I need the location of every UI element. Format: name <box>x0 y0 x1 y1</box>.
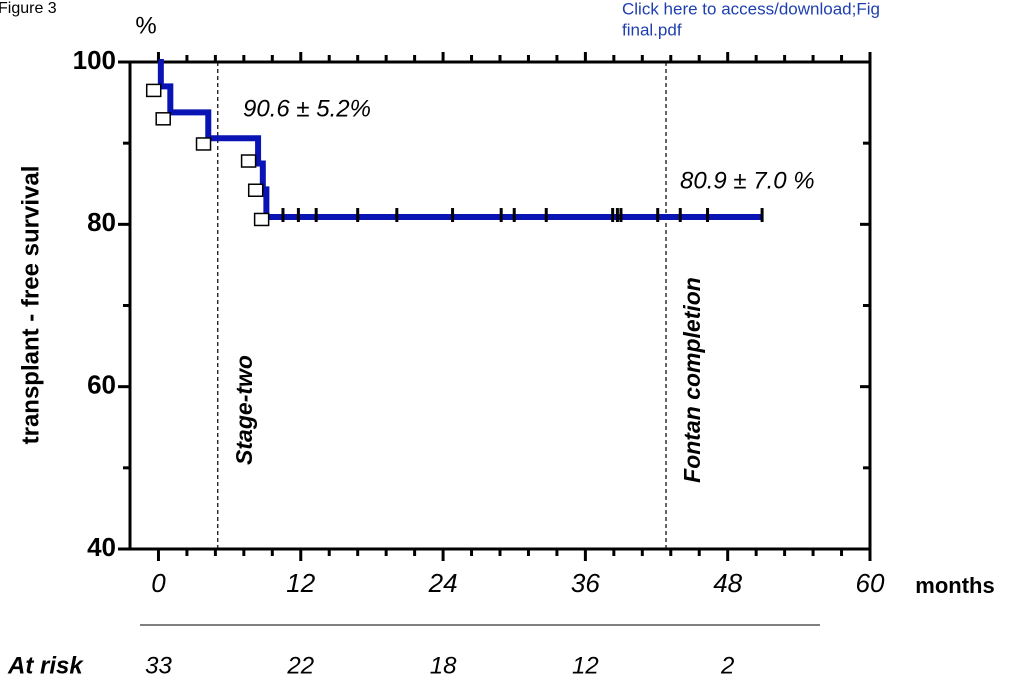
link[interactable]: final.pdf <box>622 20 682 39</box>
x-tick-label: 48 <box>713 568 742 598</box>
y-tick-label: 40 <box>87 532 116 562</box>
figure-label: Figure 3 <box>0 0 57 17</box>
y-unit: % <box>135 12 156 39</box>
event-marker <box>145 83 162 98</box>
at-risk-value: 33 <box>145 652 172 679</box>
x-axis-label: months <box>915 573 994 598</box>
x-tick-label: 60 <box>856 568 885 598</box>
at-risk-value: 12 <box>572 652 599 679</box>
event-marker <box>247 183 264 197</box>
event-marker <box>195 137 212 151</box>
x-tick-label: 12 <box>286 568 315 598</box>
y-tick-label: 100 <box>73 45 116 75</box>
reference-label: Fontan completion <box>679 277 705 483</box>
x-tick-label: 0 <box>151 568 166 598</box>
at-risk-value: 2 <box>720 652 734 679</box>
at-risk-value: 18 <box>430 652 457 679</box>
x-tick-label: 24 <box>428 568 458 598</box>
at-risk-label: At risk <box>7 652 84 679</box>
survival-line <box>157 59 764 221</box>
link[interactable]: Click here to access/download;Fig <box>622 0 880 18</box>
x-tick-label: 36 <box>571 568 600 598</box>
y-tick-label: 60 <box>87 370 116 400</box>
annotation: 80.9 ± 7.0 % <box>680 167 815 194</box>
event-marker <box>240 154 257 168</box>
reference-label: Stage-two <box>231 355 257 465</box>
y-tick-label: 80 <box>87 207 116 237</box>
annotation: 90.6 ± 5.2% <box>243 95 371 122</box>
event-marker <box>253 212 270 227</box>
event-marker <box>155 112 171 126</box>
at-risk-value: 22 <box>286 652 314 679</box>
y-axis-label: transplant - free survival <box>17 166 44 445</box>
